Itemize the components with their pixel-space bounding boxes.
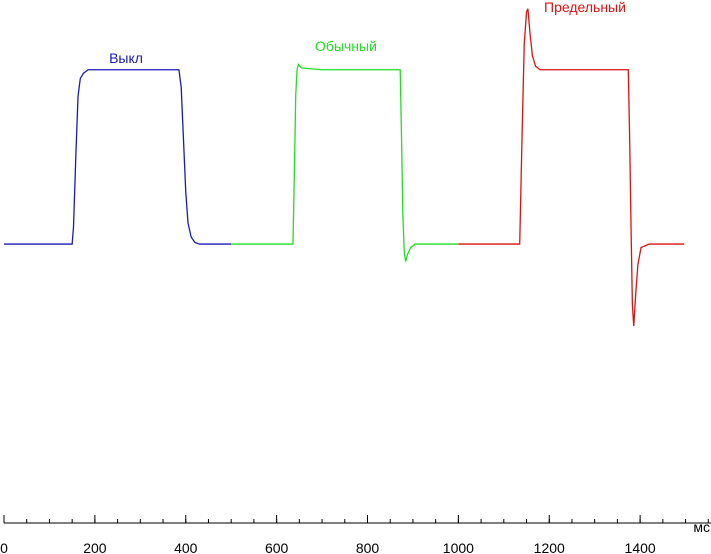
series-line bbox=[4, 69, 232, 245]
series-label: Предельный bbox=[544, 0, 626, 15]
x-tick-label: 200 bbox=[83, 540, 107, 554]
x-tick-label: 1000 bbox=[443, 540, 474, 554]
series-label: Обычный bbox=[315, 38, 377, 54]
x-tick-label: 400 bbox=[174, 540, 198, 554]
x-tick-label: 1400 bbox=[625, 540, 656, 554]
x-tick-label: 1200 bbox=[534, 540, 565, 554]
series-label: Выкл bbox=[109, 50, 143, 66]
x-tick-label: 0 bbox=[0, 540, 8, 554]
series-line bbox=[458, 8, 685, 327]
x-tick-label: 600 bbox=[265, 540, 289, 554]
x-tick-label: 800 bbox=[356, 540, 380, 554]
series-line bbox=[231, 63, 459, 262]
x-axis-label: мс bbox=[693, 519, 710, 535]
